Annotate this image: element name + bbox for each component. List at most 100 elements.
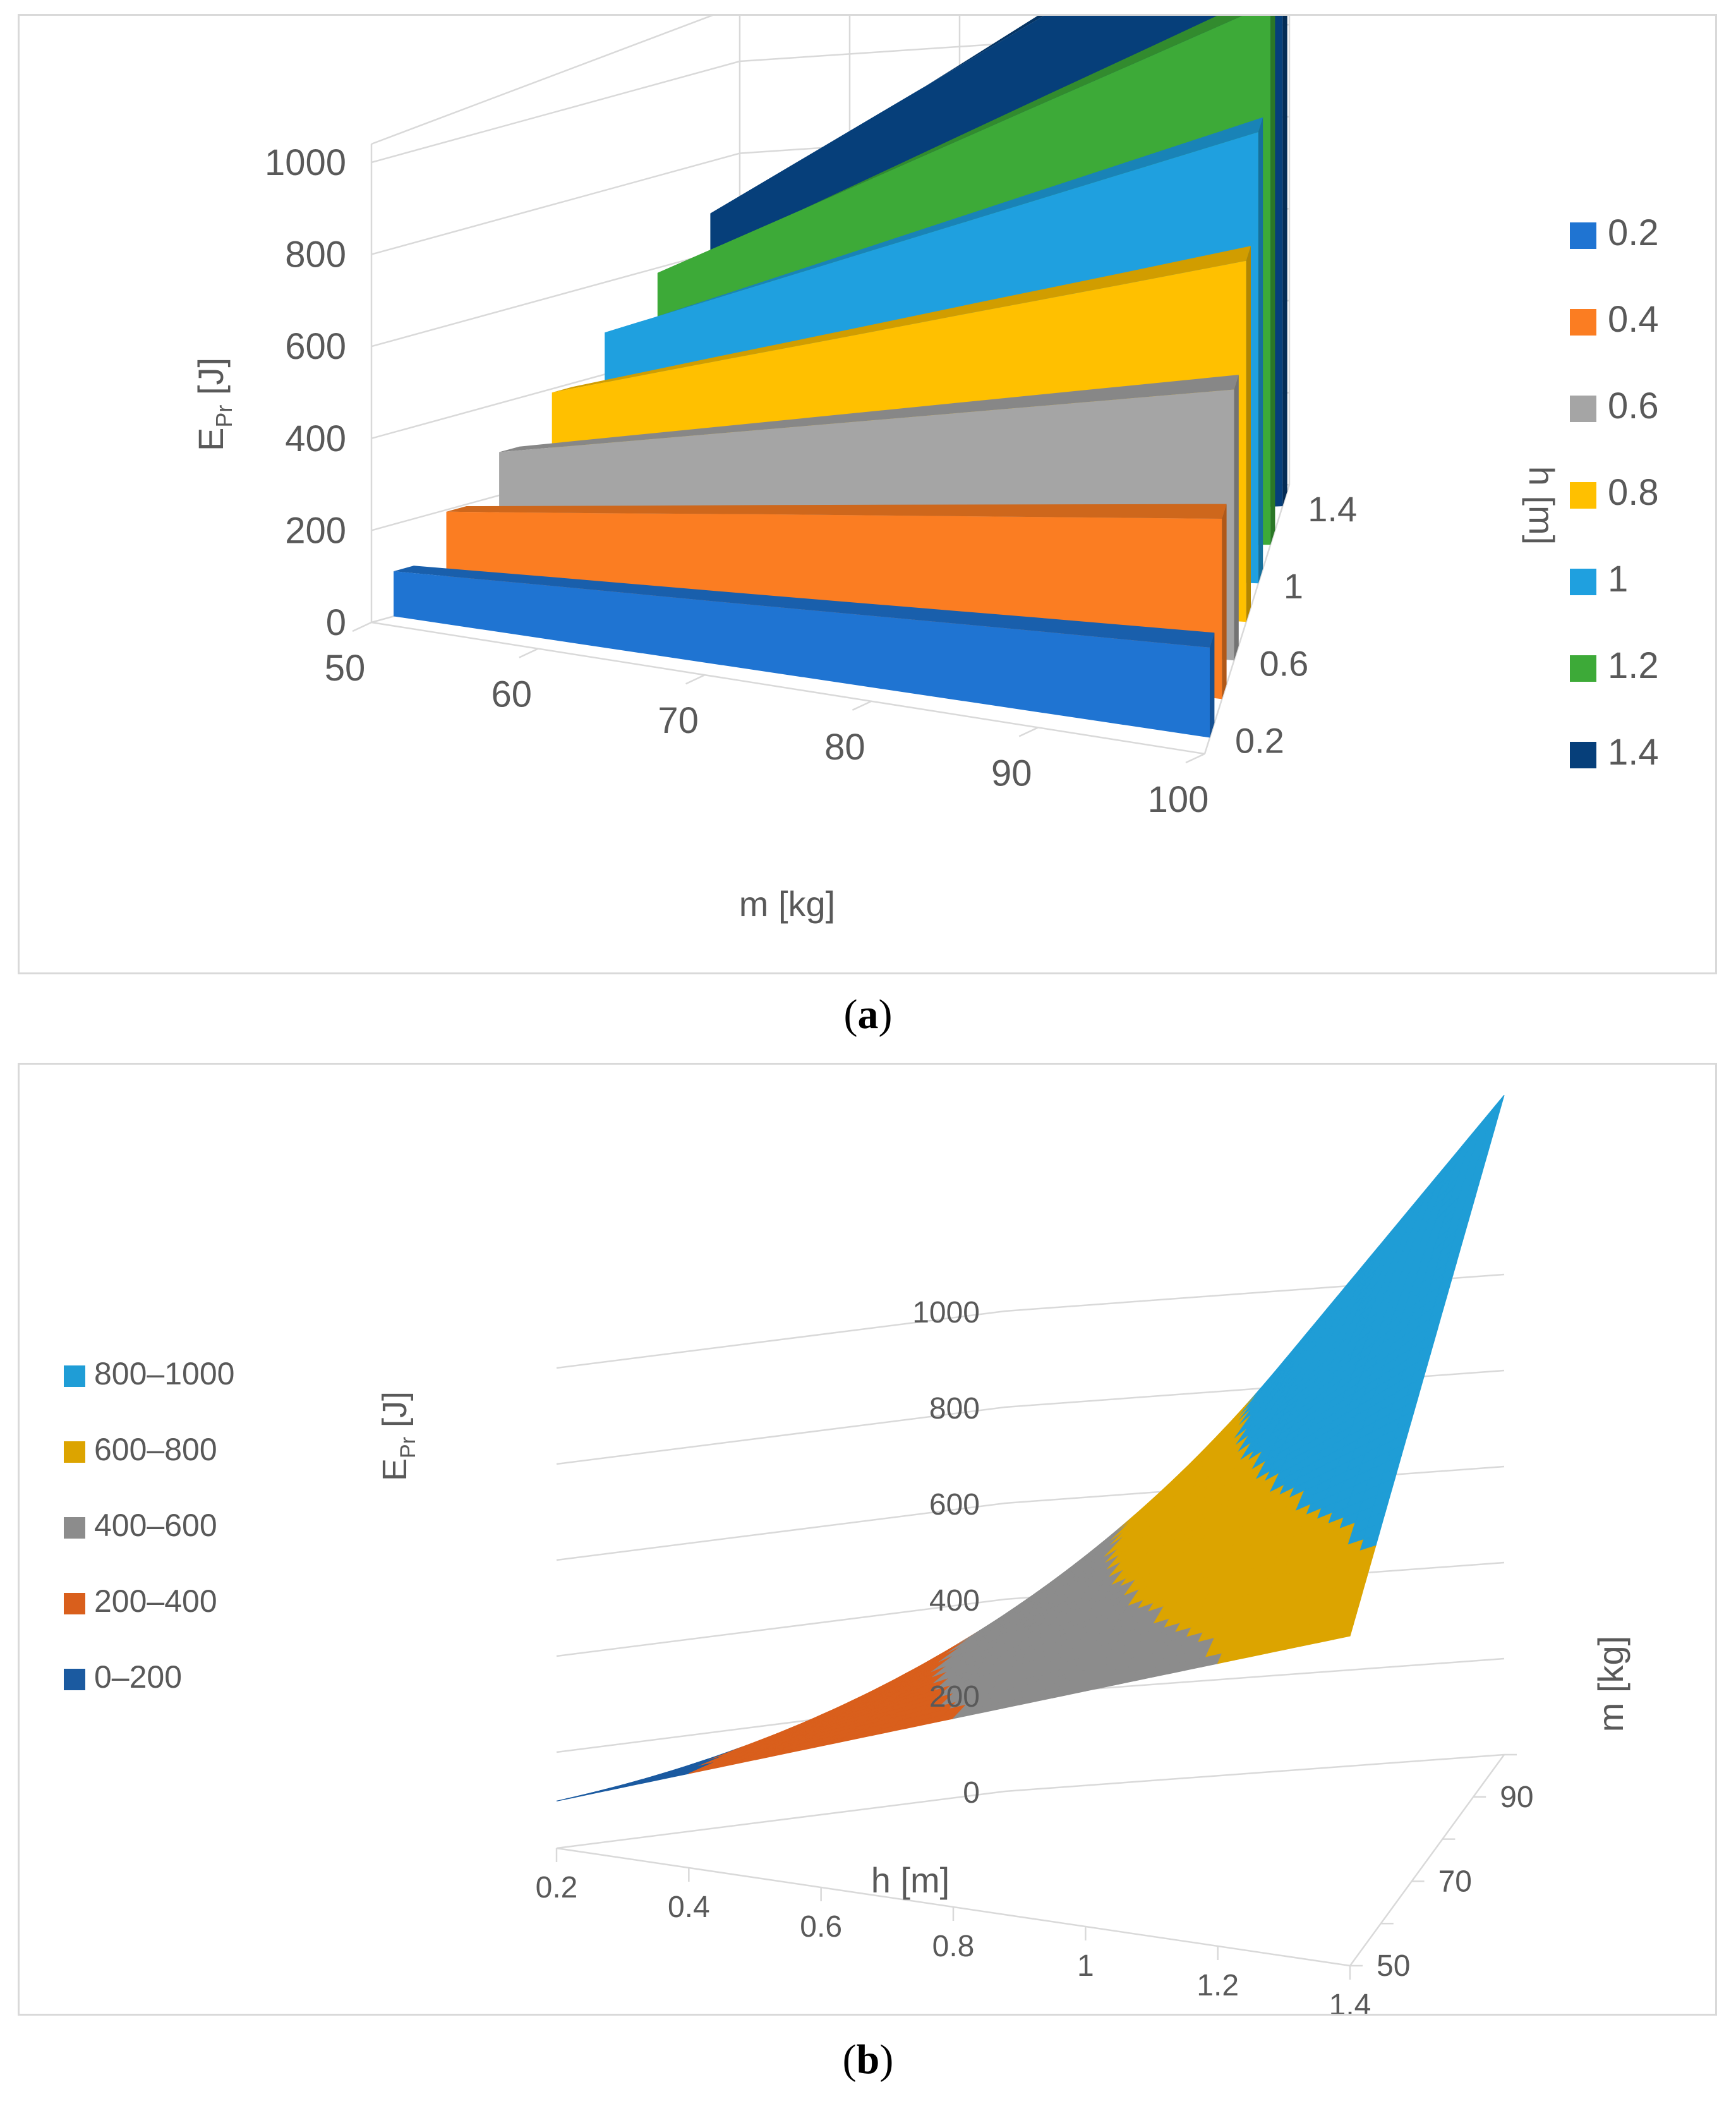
caption-a: (a) — [843, 991, 893, 1038]
chart-a-legend-label: 1 — [1608, 559, 1629, 600]
chart-a-y-tick-label: 0 — [326, 602, 346, 643]
chart-b-legend-label: 600–800 — [94, 1432, 217, 1467]
chart-b-depth-tick-label: 70 — [1438, 1865, 1472, 1898]
chart-a-ribbon-top — [446, 504, 1227, 519]
chart-b-legend-item: 600–800 — [64, 1431, 217, 1468]
chart-a-depth-tick-label: 0.6 — [1259, 643, 1308, 683]
chart-a-y-tick-label: 400 — [285, 418, 346, 459]
chart-a-ribbon-top — [499, 375, 1239, 452]
chart-a-legend-swatch — [1570, 741, 1596, 768]
chart-b-floor-edge — [1349, 1754, 1505, 1966]
chart-b-legend-swatch — [64, 1441, 85, 1463]
chart-a-legend-item: 1.4 — [1570, 731, 1659, 773]
chart-b-x-tick-label: 1.4 — [1329, 1988, 1371, 2014]
chart-b-x-tick-label: 0.2 — [536, 1871, 578, 1904]
chart-a-ribbon-top — [710, 16, 1044, 214]
chart-a-ribbon-top — [552, 246, 1251, 393]
chart-a-legend-swatch — [1570, 222, 1596, 249]
chart-a-legend-item: 0.6 — [1570, 385, 1659, 427]
chart-b-surface — [556, 1094, 1505, 1801]
chart-a-legend-swatch — [1570, 395, 1596, 422]
chart-b-depth-ticks: 50 70 90 — [1377, 1781, 1534, 1983]
chart-a-y-ticks: 0 200 400 600 800 1000 — [265, 142, 346, 643]
chart-b-surface-cell — [1332, 1624, 1354, 1640]
chart-a-x-tickmark — [685, 674, 706, 685]
chart-a-legend-item: 0.8 — [1570, 471, 1659, 514]
chart-a-legend-label: 0.8 — [1608, 472, 1659, 513]
chart-b-legend-item: 200–400 — [64, 1583, 217, 1619]
chart-b-depth-label: m [kg] — [1591, 1636, 1631, 1732]
chart-a-ribbon-end — [1210, 632, 1215, 738]
chart-b-z-tick-label: 400 — [929, 1584, 980, 1618]
chart-a-ribbon-face — [394, 571, 1210, 738]
chart-b-legend-swatch — [64, 1516, 85, 1539]
chart-a-y-tick-label: 1000 — [265, 142, 346, 183]
chart-a-x-tick-label: 80 — [824, 727, 865, 768]
chart-a-legend-label: 0.6 — [1608, 385, 1659, 427]
chart-b-z-ticks: 0 200 400 600 800 1000 — [912, 1296, 980, 1810]
chart-b-legend-item: 0–200 — [64, 1659, 182, 1695]
chart-a-x-tickmark — [519, 648, 539, 658]
chart-a-depth-tick-label: 1 — [1284, 566, 1303, 606]
chart-a-legend-swatch — [1570, 655, 1596, 682]
chart-a-legend-item: 0.4 — [1570, 298, 1659, 341]
chart-a-x-ticks: 50 60 70 80 90 100 — [325, 648, 1209, 820]
chart-b-y-label: EPr [J] — [376, 1391, 420, 1481]
chart-b-plot: 0 200 400 600 800 1000 0.2 0.4 0.6 0.8 1 1.2 1.4 50… — [376, 1094, 1631, 2014]
chart-a-plot: 0 200 400 600 800 1000 50 60 70 80 90 100 0.2 0.6 11… — [191, 16, 1562, 924]
chart-a-y-tick-label: 600 — [285, 326, 346, 367]
chart-b-x-tick-label: 0.8 — [932, 1930, 975, 1963]
chart-b-z-tick-label: 600 — [929, 1488, 980, 1522]
chart-a-wall-edge — [371, 16, 714, 145]
chart-a-legend-swatch — [1570, 308, 1596, 336]
chart-b-legend-item: 800–1000 — [64, 1355, 234, 1392]
chart-a-ribbons — [394, 16, 1287, 738]
chart-a-legend-swatch — [1570, 568, 1596, 595]
chart-a-series-0.2 — [394, 566, 1215, 738]
chart-b-x-tick-label: 1 — [1077, 1949, 1094, 1983]
chart-a-floor-edge — [371, 621, 1205, 755]
chart-a-legend-item: 0.2 — [1570, 212, 1659, 254]
chart-a-depth-tick-label: 1.4 — [1308, 489, 1357, 529]
chart-a-ribbon-top — [394, 566, 1215, 648]
chart-a-depth-label: h [m] — [1522, 466, 1562, 545]
chart-b-legend: 800–1000 600–800 400–600 200–400 0–200 — [64, 1355, 329, 1734]
chart-a-ribbon-end — [1234, 375, 1239, 661]
chart-b-x-ticks: 0.2 0.4 0.6 0.8 1 1.2 1.4 — [536, 1871, 1371, 2014]
chart-a-legend-item: 1.2 — [1570, 645, 1659, 687]
chart-a-legend-label: 1.4 — [1608, 732, 1659, 773]
chart-a-x-tickmark — [1185, 753, 1205, 764]
chart-a-legend-label: 0.2 — [1608, 212, 1659, 253]
chart-b-legend-item: 400–600 — [64, 1507, 217, 1544]
chart-a-y-tick-label: 200 — [285, 510, 346, 551]
chart-a-y-label: EPr [J] — [191, 358, 237, 451]
chart-b-z-tick-label: 200 — [929, 1680, 980, 1714]
chart-a-depth-ticks: 0.2 0.6 11.4 — [1235, 489, 1357, 760]
chart-b-z-tick-label: 800 — [929, 1392, 980, 1425]
chart-a-legend-label: 0.4 — [1608, 299, 1659, 340]
chart-a-x-tick-label: 50 — [325, 648, 366, 689]
chart-a-x-label: m [kg] — [739, 884, 835, 924]
chart-b-legend-label: 200–400 — [94, 1583, 217, 1619]
chart-a-x-tickmark — [1018, 727, 1039, 737]
chart-a-depth-tick-label: 0.2 — [1235, 720, 1284, 760]
chart-b-x-tick-label: 0.4 — [668, 1891, 710, 1924]
chart-b-panel: 0 200 400 600 800 1000 0.2 0.4 0.6 0.8 1 1.2 1.4 50… — [18, 1063, 1717, 2016]
chart-a-x-tick-label: 100 — [1148, 779, 1209, 820]
caption-b: (b) — [842, 2036, 894, 2083]
chart-b-z-tick-label: 0 — [963, 1776, 980, 1810]
chart-b-gridline — [556, 1753, 1505, 1849]
chart-a-legend-swatch — [1570, 481, 1596, 509]
chart-a-x-tickmark — [352, 621, 372, 632]
chart-a-legend-label: 1.2 — [1608, 645, 1659, 686]
chart-b-x-tick-label: 0.6 — [800, 1910, 842, 1944]
chart-b-legend-label: 0–200 — [94, 1659, 183, 1695]
chart-b-gridline — [556, 1273, 1505, 1369]
chart-a-ribbon-end — [1258, 117, 1263, 584]
chart-a-x-tick-label: 70 — [658, 700, 699, 741]
chart-b-z-tick-label: 1000 — [912, 1296, 980, 1329]
chart-b-x-label: h [m] — [871, 1860, 949, 1900]
chart-a-legend-item: 1 — [1570, 558, 1628, 600]
chart-a-ribbon-end — [1270, 16, 1275, 545]
chart-b-x-tick-label: 1.2 — [1197, 1969, 1239, 2002]
